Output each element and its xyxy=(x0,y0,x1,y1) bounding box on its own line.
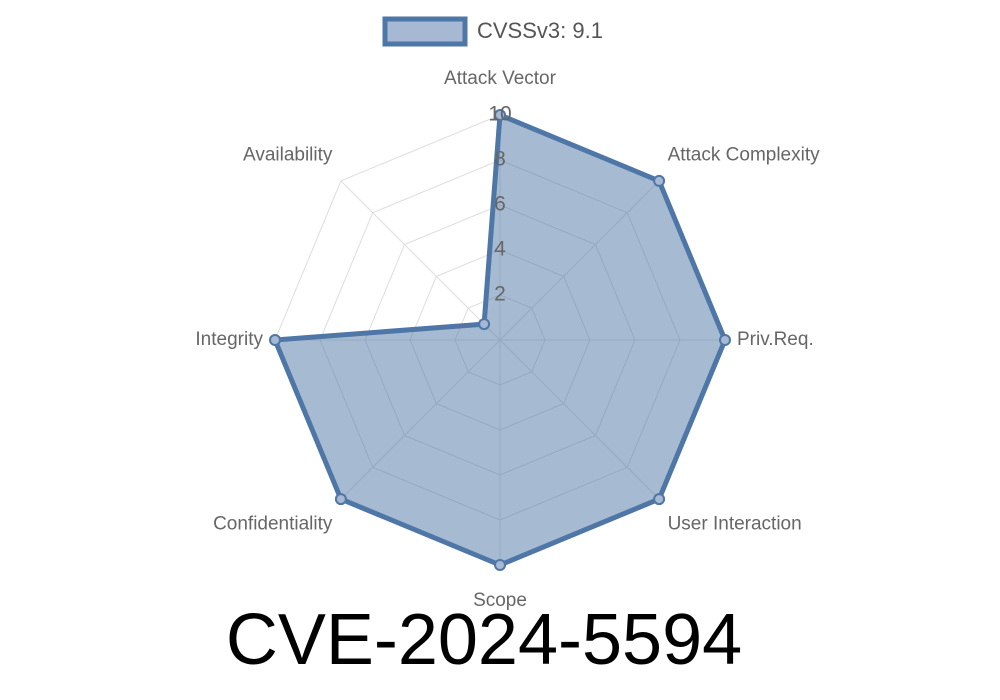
legend-swatch xyxy=(382,16,468,47)
axis-label: Attack Complexity xyxy=(668,144,821,165)
chart-title: CVE-2024-5594 xyxy=(226,600,742,680)
r-tick-label: 4 xyxy=(494,238,506,261)
axis-label: Integrity xyxy=(195,329,263,350)
r-tick-label: 8 xyxy=(494,148,506,171)
r-tick-label: 6 xyxy=(494,193,506,216)
data-point xyxy=(653,493,666,506)
r-tick-label: 2 xyxy=(494,283,506,306)
data-point xyxy=(334,493,347,506)
axis-label: User Interaction xyxy=(668,514,802,535)
data-point xyxy=(653,174,666,187)
data-point xyxy=(269,334,281,346)
data-point xyxy=(478,318,491,331)
spoke xyxy=(340,180,501,341)
r-tick-label: 10 xyxy=(488,103,511,126)
axis-label: Attack Vector xyxy=(444,68,557,89)
axis-label: Availability xyxy=(243,144,333,165)
data-point xyxy=(719,334,731,346)
axis-label: Priv.Req. xyxy=(737,329,814,350)
data-point xyxy=(494,109,506,121)
axis-label: Confidentiality xyxy=(213,514,333,535)
legend-label: CVSSv3: 9.1 xyxy=(477,18,603,43)
data-point xyxy=(494,559,506,571)
axis-label: Scope xyxy=(473,590,527,611)
